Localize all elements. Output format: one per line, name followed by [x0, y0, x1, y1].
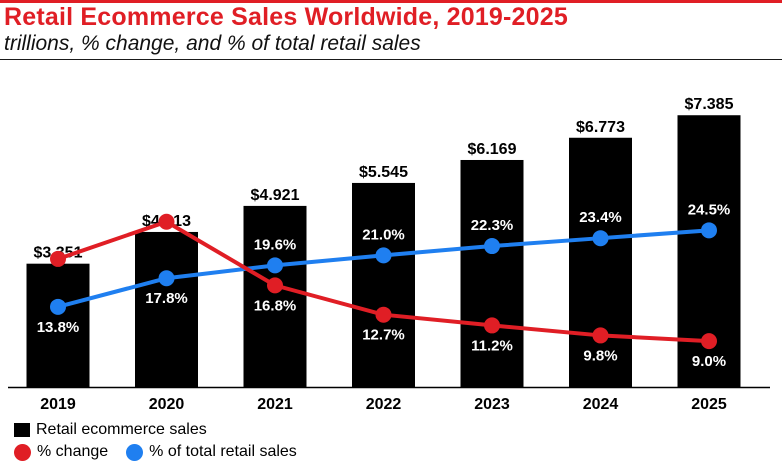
x-tick-label-2019: 2019: [40, 396, 76, 413]
bar-2021: [243, 205, 307, 387]
chart-title: Retail Ecommerce Sales Worldwide, 2019-2…: [4, 3, 568, 31]
share-value-label-2019: 13.8%: [37, 319, 80, 336]
chart-subtitle: trillions, % change, and % of total reta…: [4, 32, 421, 55]
share-point-2022: [375, 247, 392, 264]
legend-lines: % change % of total retail sales: [14, 443, 297, 461]
change-point-2025: [701, 333, 717, 350]
bar-value-label-2022: $5.545: [359, 164, 408, 181]
share-value-label-2023: 22.3%: [471, 217, 514, 234]
bar-2024: [569, 137, 632, 387]
change-value-label-2019: 20.5%: [37, 230, 80, 247]
change-point-2019: [50, 250, 66, 267]
share-point-2019: [50, 298, 66, 315]
bar-value-label-2023: $6.169: [468, 141, 517, 158]
legend-label-sales: Retail ecommerce sales: [36, 421, 207, 438]
bar-2022: [352, 182, 415, 387]
x-tick-label-2022: 2022: [366, 396, 402, 413]
legend-label-share: % of total retail sales: [149, 443, 297, 460]
bar-value-label-2025: $7.385: [685, 96, 734, 113]
chart-plot: $3.351$4.213$4.921$5.545$6.169$6.773$7.3…: [8, 96, 770, 413]
change-value-label-2020: 25.7%: [145, 193, 188, 210]
share-point-2025: [701, 222, 717, 239]
x-tick-label-2021: 2021: [257, 396, 293, 413]
change-value-label-2025: 9.0%: [692, 353, 726, 370]
legend-label-change: % change: [37, 443, 109, 460]
header-divider: [0, 59, 782, 60]
bar-2020: [135, 231, 198, 387]
legend-item-sales: Retail ecommerce sales: [14, 421, 207, 439]
share-value-label-2025: 24.5%: [688, 201, 731, 218]
change-point-2021: [267, 277, 283, 294]
share-point-2024: [592, 230, 609, 247]
change-point-2020: [158, 213, 175, 230]
share-point-2021: [267, 257, 283, 274]
bar-2019: [26, 263, 90, 387]
change-point-2023: [484, 317, 500, 334]
legend-swatch-share: [126, 443, 144, 461]
share-value-label-2021: 19.6%: [254, 236, 297, 253]
bar-2023: [460, 159, 524, 387]
change-point-2024: [592, 327, 609, 344]
x-tick-label-2020: 2020: [149, 396, 185, 413]
legend-swatch-change: [14, 443, 31, 461]
change-value-label-2023: 11.2%: [471, 337, 513, 354]
share-value-label-2020: 17.8%: [145, 290, 188, 307]
change-value-label-2021: 16.8%: [254, 297, 297, 314]
change-value-label-2024: 9.8%: [583, 347, 617, 364]
x-tick-label-2024: 2024: [583, 396, 619, 413]
share-value-label-2022: 21.0%: [362, 226, 405, 243]
change-value-label-2022: 12.7%: [362, 327, 405, 344]
change-point-2022: [375, 306, 392, 323]
top-accent-rule: [0, 0, 782, 3]
bar-value-label-2021: $4.921: [251, 187, 300, 204]
x-tick-label-2025: 2025: [691, 396, 727, 413]
share-point-2023: [484, 238, 500, 255]
bar-value-label-2024: $6.773: [576, 119, 625, 136]
x-tick-label-2023: 2023: [474, 396, 510, 413]
share-value-label-2024: 23.4%: [579, 209, 622, 226]
share-point-2020: [158, 270, 175, 287]
legend-swatch-sales: [14, 423, 30, 437]
